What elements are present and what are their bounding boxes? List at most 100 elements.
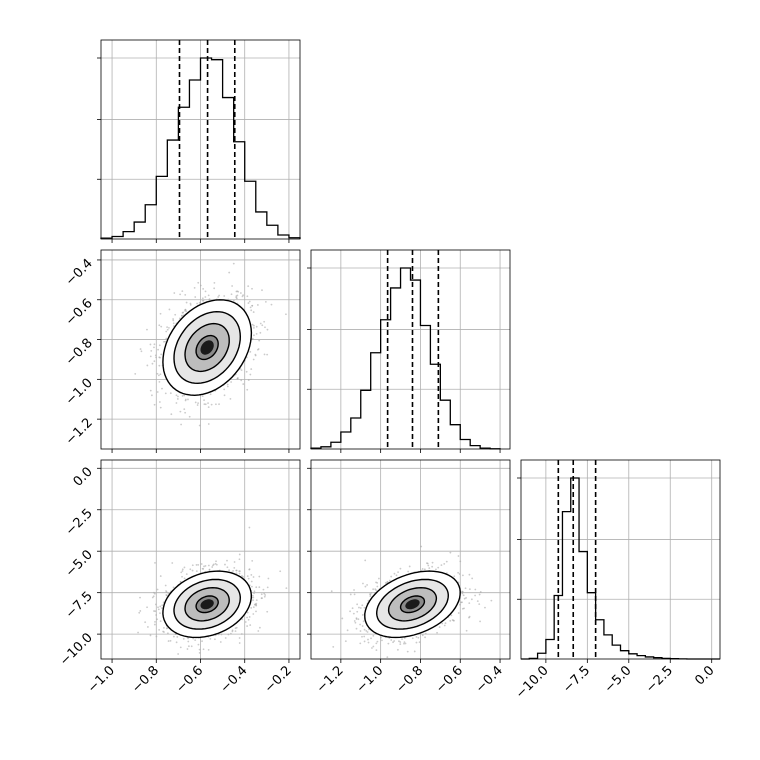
scatter-point — [198, 648, 201, 651]
y-tick-label: −7.5 — [63, 589, 96, 622]
scatter-point — [255, 332, 258, 335]
scatter-point — [158, 364, 161, 367]
scatter-point — [214, 562, 217, 565]
scatter-point — [159, 575, 162, 577]
scatter-point — [223, 394, 226, 397]
scatter-point — [263, 353, 266, 356]
scatter-point — [177, 395, 179, 398]
scatter-point — [198, 301, 201, 304]
scatter-point — [166, 328, 169, 331]
scatter-point — [237, 290, 240, 293]
scatter-point — [160, 607, 163, 610]
scatter-point — [249, 373, 252, 376]
scatter-point — [236, 294, 239, 297]
scatter-point — [161, 604, 164, 607]
contour-line — [173, 310, 242, 385]
scatter-point — [156, 391, 159, 393]
scatter-point — [365, 630, 368, 632]
scatter-point — [139, 348, 142, 350]
scatter-point — [249, 350, 252, 353]
scatter-point — [238, 642, 241, 644]
scatter-point — [173, 292, 176, 294]
scatter-point — [459, 560, 462, 563]
scatter-point — [438, 626, 441, 628]
scatter-point — [353, 620, 356, 622]
scatter-point — [212, 564, 214, 567]
scatter-point — [484, 606, 486, 609]
scatter-point — [149, 634, 152, 637]
scatter-point — [254, 353, 257, 356]
scatter-point — [218, 403, 220, 406]
scatter-point — [146, 328, 148, 331]
scatter-point — [367, 641, 370, 644]
scatter-point — [250, 574, 253, 576]
scatter-point — [407, 570, 410, 573]
contour-line — [173, 578, 242, 630]
scatter-point — [361, 614, 364, 616]
scatter-point — [232, 262, 235, 265]
y-tick-label: −10.0 — [57, 630, 96, 669]
scatter-point — [194, 639, 197, 642]
scatter-point — [255, 325, 258, 328]
scatter-point — [270, 303, 273, 306]
scatter-point — [154, 621, 156, 623]
scatter-point — [421, 568, 424, 570]
scatter-point — [191, 569, 194, 572]
scatter-point — [184, 411, 187, 414]
scatter-point — [457, 571, 460, 574]
scatter-point — [248, 616, 251, 618]
scatter-point — [188, 415, 191, 418]
scatter-point — [235, 572, 238, 575]
scatter-point — [159, 612, 161, 615]
scatter-point — [187, 645, 190, 648]
scatter-point — [436, 631, 438, 634]
scatter-point — [171, 562, 174, 564]
scatter-point — [399, 643, 402, 646]
scatter-point — [451, 619, 454, 621]
scatter-point — [349, 610, 351, 613]
scatter-point — [346, 629, 349, 632]
scatter-point — [474, 588, 477, 591]
scatter-point — [230, 293, 233, 296]
scatter-point — [435, 568, 437, 571]
scatter-point — [468, 573, 471, 576]
scatter-point — [251, 304, 254, 307]
scatter-point — [377, 577, 380, 580]
scatter-point — [386, 656, 389, 659]
scatter-point — [226, 383, 229, 386]
scatter-point — [159, 406, 162, 409]
scatter-point — [403, 642, 405, 645]
histogram-step-line — [521, 477, 720, 660]
scatter-point — [424, 632, 427, 635]
scatter-point — [376, 640, 379, 643]
density-core — [200, 599, 214, 610]
scatter-point — [465, 597, 467, 599]
scatter-point — [363, 640, 366, 643]
scatter-point — [153, 343, 156, 346]
scatter-point — [201, 395, 204, 398]
contour-line — [195, 595, 219, 614]
scatter-point — [250, 368, 253, 370]
scatter-point — [285, 313, 287, 316]
scatter-point — [138, 611, 141, 614]
scatter-point — [253, 592, 255, 595]
scatter-point — [235, 569, 238, 572]
panel-frame — [520, 459, 721, 660]
scatter-point — [399, 567, 402, 570]
scatter-point — [362, 582, 364, 585]
scatter-point — [164, 584, 167, 587]
scatter-point — [160, 325, 163, 328]
scatter-point — [441, 622, 444, 625]
scatter-point — [344, 640, 347, 643]
scatter-point — [388, 579, 391, 582]
panel-frame — [310, 249, 511, 450]
scatter-point — [474, 594, 476, 597]
scatter-point — [390, 575, 393, 578]
scatter-point — [158, 628, 161, 631]
scatter-point — [261, 597, 263, 600]
scatter-point — [176, 398, 179, 400]
scatter-point — [182, 637, 185, 640]
scatter-point — [197, 402, 200, 405]
scatter-point — [150, 349, 153, 352]
scatter-point — [370, 637, 372, 640]
